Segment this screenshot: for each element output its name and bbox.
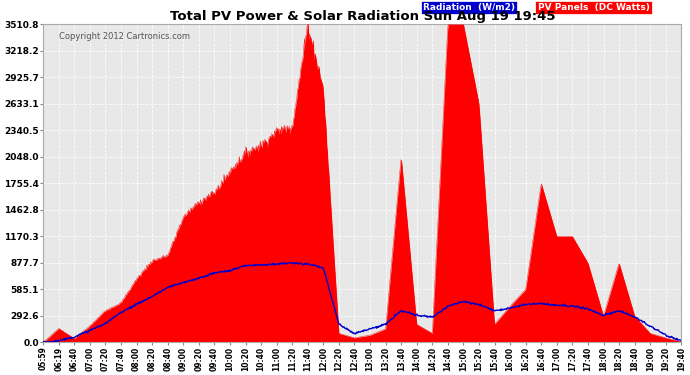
Title: Total PV Power & Solar Radiation Sun Aug 19 19:45: Total PV Power & Solar Radiation Sun Aug… [170,10,555,23]
Text: PV Panels  (DC Watts): PV Panels (DC Watts) [538,3,649,12]
Text: Radiation  (W/m2): Radiation (W/m2) [423,3,515,12]
Text: Copyright 2012 Cartronics.com: Copyright 2012 Cartronics.com [59,32,190,41]
